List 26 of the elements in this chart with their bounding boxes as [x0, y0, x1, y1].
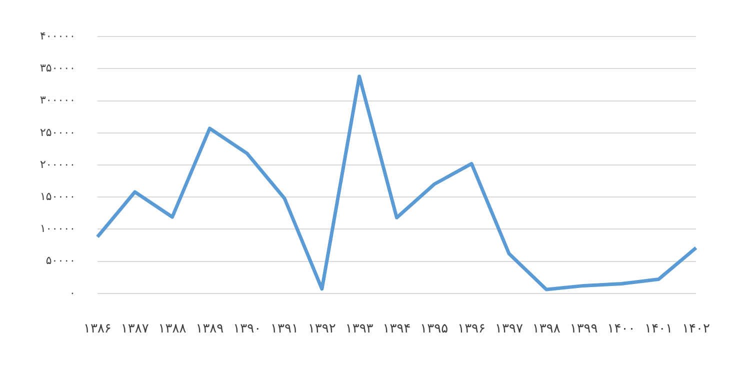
y-tick-label: ۲۰۰۰۰۰	[40, 158, 76, 171]
x-tick-label: ۱۴۰۱	[644, 322, 673, 337]
x-tick-label: ۱۳۹۸	[532, 322, 560, 337]
x-tick-label: ۱۳۸۸	[158, 322, 186, 337]
y-tick-label: ۳۵۰۰۰۰	[40, 62, 76, 75]
x-tick-label: ۱۳۸۶	[83, 322, 112, 337]
x-tick-label: ۱۳۹۷	[495, 322, 523, 337]
y-tick-label: ۱۵۰۰۰۰	[40, 190, 76, 203]
y-tick-label: ۴۰۰۰۰۰	[40, 29, 76, 42]
x-tick-label: ۱۳۹۱	[270, 322, 298, 337]
y-tick-label: ۲۵۰۰۰۰	[40, 126, 76, 139]
x-tick-label: ۱۳۹۳	[345, 322, 374, 337]
x-tick-label: ۱۳۹۲	[308, 322, 336, 337]
x-tick-label: ۱۳۹۵	[420, 322, 448, 337]
y-tick-label: ۱۰۰۰۰۰	[40, 222, 76, 236]
x-tick-label: ۱۳۹۰	[233, 322, 262, 337]
y-tick-label: ۵۰۰۰۰	[46, 254, 76, 268]
x-tick-label: ۱۳۸۷	[120, 322, 149, 337]
x-tick-label: ۱۳۸۹	[196, 322, 224, 337]
x-tick-label: ۱۳۹۴	[382, 322, 411, 337]
y-tick-label: ۰	[70, 286, 76, 300]
x-tick-label: ۱۳۹۶	[458, 322, 486, 337]
x-tick-label: ۱۴۰۰	[607, 322, 636, 337]
x-tick-label: ۱۴۰۲	[682, 322, 710, 337]
x-tick-label: ۱۳۹۹	[570, 322, 598, 337]
y-tick-label: ۳۰۰۰۰۰	[40, 94, 76, 107]
